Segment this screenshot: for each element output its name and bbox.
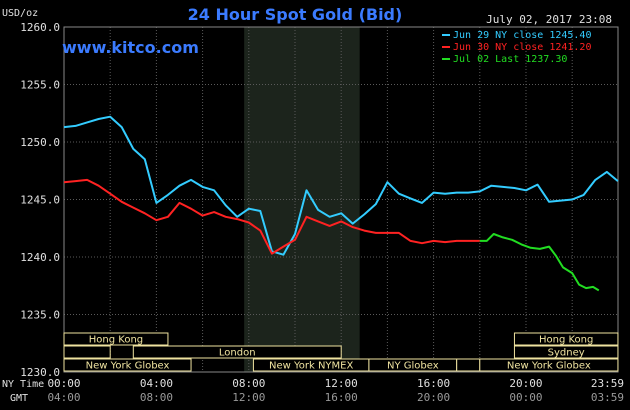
market-session-bar: New York Globex [63, 358, 192, 372]
x-tick-label-ny: 04:00 [140, 377, 173, 390]
x-axis-ticks: 00:0004:0004:0008:0008:0012:0012:0016:00… [47, 377, 624, 404]
market-session-box [132, 345, 342, 359]
legend-entry: Jun 29 NY close 1245.40 [453, 30, 591, 41]
x-tick-label-ny: 20:00 [509, 377, 542, 390]
y-tick-label: 1245.0 [20, 194, 60, 207]
x-tick-label-gmt: 12:00 [232, 391, 265, 404]
x-tick-label-ny: 23:59 [591, 377, 624, 390]
x-tick-label-gmt: 16:00 [325, 391, 358, 404]
market-session-bar: Hong Kong [63, 332, 169, 346]
market-session-bar [63, 345, 111, 359]
market-session-box [513, 345, 619, 359]
y-tick-label: 1255.0 [20, 79, 60, 92]
market-session-box [479, 358, 619, 372]
market-session-bar: New York Globex [479, 358, 619, 372]
y-tick-label: 1250.0 [20, 136, 60, 149]
market-session-label: New York NYMEX [269, 361, 354, 372]
y-tick-label: 1240.0 [20, 251, 60, 264]
market-session-label: NY Globex [387, 361, 439, 372]
market-session-bar: NY Globex [368, 358, 458, 372]
market-session-box [456, 358, 481, 372]
x-tick-label-gmt: 03:59 [591, 391, 624, 404]
market-session-bar: Sydney [513, 345, 619, 359]
market-sessions: Hong Kong London New York Globex New York N… [63, 332, 619, 372]
x-tick-label-ny: 08:00 [232, 377, 265, 390]
market-session-bar: London [132, 345, 342, 359]
plot-frame [63, 26, 619, 373]
x-tick-label-gmt: 00:00 [509, 391, 542, 404]
series-line-1 [63, 115, 619, 256]
series-line-2 [63, 178, 480, 255]
y-axis-ticks: 1260.0 1255.0 1250.0 1245.0 1240.0 1235.0 1230… [20, 21, 60, 379]
x-tick-label-ny: 12:00 [325, 377, 358, 390]
x-tick-label-ny: 16:00 [417, 377, 450, 390]
y-axis-unit-label: USD/oz [2, 8, 38, 19]
market-session-box [63, 332, 169, 346]
y-tick-label: 1235.0 [20, 309, 60, 322]
x-tick-label-gmt: 04:00 [47, 391, 80, 404]
x-axis-ny-time-label: NY Time [2, 379, 44, 390]
market-session-box [63, 358, 192, 372]
kitco-watermark: www.kitco.com [62, 38, 199, 57]
market-session-label: New York Globex [507, 361, 591, 372]
market-session-box [513, 332, 619, 346]
y-tick-label: 1230.0 [20, 366, 60, 379]
market-session-label: Sydney [548, 348, 585, 359]
market-session-bar [456, 358, 481, 372]
market-session-label: Hong Kong [89, 335, 143, 346]
x-tick-label-ny: 00:00 [47, 377, 80, 390]
legend-entry: Jul 02 Last 1237.30 [453, 54, 567, 65]
x-tick-label-gmt: 08:00 [140, 391, 173, 404]
market-session-bar: New York NYMEX [252, 358, 370, 372]
grid-lines [63, 26, 619, 373]
market-session-box [63, 345, 111, 359]
legend-entry: Jun 30 NY close 1241.20 [453, 42, 591, 53]
market-session-label: Hong Kong [539, 335, 593, 346]
series-lines [63, 115, 619, 292]
chart-title: 24 Hour Spot Gold (Bid) [188, 5, 403, 24]
market-session-bar: Hong Kong [513, 332, 619, 346]
y-tick-label: 1260.0 [20, 21, 60, 34]
market-session-label: London [219, 348, 256, 359]
series-line-3 [479, 233, 600, 292]
market-session-label: New York Globex [86, 361, 170, 372]
x-tick-label-gmt: 20:00 [417, 391, 450, 404]
chart-timestamp: July 02, 2017 23:08 [486, 13, 612, 26]
x-axis-gmt-label: GMT [10, 393, 28, 404]
